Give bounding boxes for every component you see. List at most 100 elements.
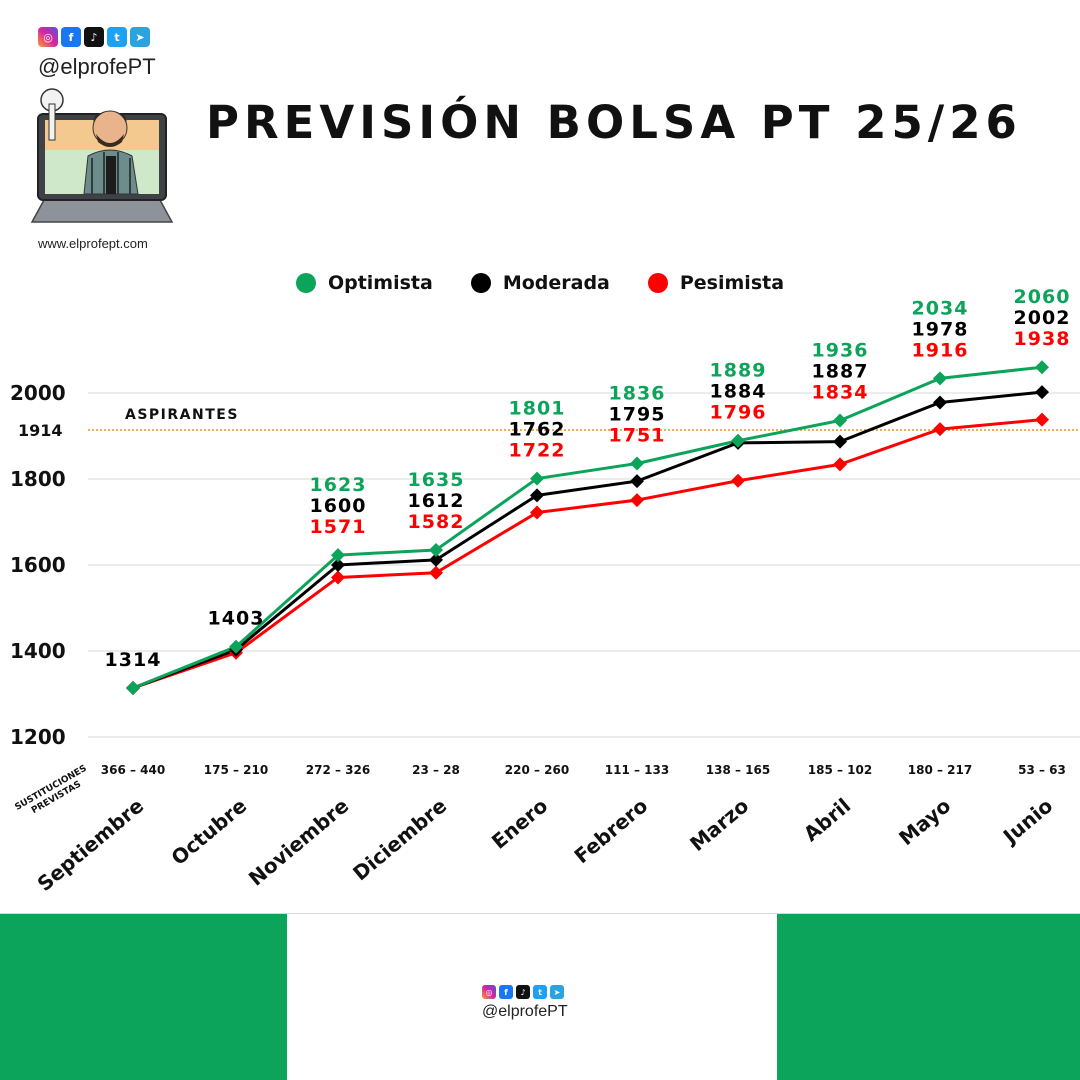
data-point-optimista <box>530 471 544 486</box>
data-label-red: 1796 <box>710 402 767 424</box>
data-label-green: 1836 <box>609 383 666 405</box>
data-point-pesimista <box>331 570 345 585</box>
legend: Optimista Moderada Pesimista <box>0 272 1080 294</box>
series-line-optimista <box>132 365 1043 690</box>
social-icons-top: ◎ f ♪ t ➤ <box>38 27 150 47</box>
data-label-red: 1582 <box>408 511 465 533</box>
y-tick-label: 1400 <box>10 639 66 663</box>
data-label-black: 1887 <box>812 361 869 383</box>
footer-divider <box>0 913 1080 914</box>
data-point-optimista <box>429 542 443 557</box>
telegram-icon: ➤ <box>550 985 564 999</box>
x-tick-label: Enero <box>487 793 552 853</box>
data-label-green: 2060 <box>1014 286 1071 308</box>
data-label-black: 1795 <box>609 404 666 426</box>
page-title: PREVISIÓN BOLSA PT 25/26 <box>206 96 1022 149</box>
data-label-black: 1612 <box>408 490 465 512</box>
data-point-pesimista <box>530 505 544 520</box>
footer-handle: @elprofePT <box>482 1003 568 1020</box>
data-label-green: 1635 <box>408 469 465 491</box>
data-label-black: 1978 <box>912 318 969 340</box>
tiktok-icon: ♪ <box>84 27 104 47</box>
legend-item-optimista: Optimista <box>295 272 433 294</box>
sustituciones-value: 185 – 102 <box>808 763 872 777</box>
data-label-black: 1884 <box>710 381 767 403</box>
x-tick-label: Diciembre <box>348 793 451 885</box>
data-label-black: 1314 <box>105 649 162 671</box>
data-point-optimista <box>933 371 947 386</box>
data-point-pesimista <box>833 457 847 472</box>
reference-label: ASPIRANTES <box>125 407 239 423</box>
data-label-black: 1600 <box>310 495 367 517</box>
legend-label: Moderada <box>502 272 610 294</box>
instagram-icon: ◎ <box>38 27 58 47</box>
series-line-moderada <box>132 390 1043 690</box>
sustituciones-value: 180 – 217 <box>908 763 972 777</box>
x-tick-label: Junio <box>997 793 1057 849</box>
sustituciones-value: 272 – 326 <box>306 763 370 777</box>
brand-handle: @elprofePT <box>38 54 156 79</box>
legend-item-moderada: Moderada <box>470 272 610 294</box>
tiktok-icon: ♪ <box>516 985 530 999</box>
data-point-optimista <box>731 433 745 448</box>
data-label-red: 1938 <box>1014 328 1071 350</box>
telegram-icon: ➤ <box>130 27 150 47</box>
legend-item-pesimista: Pesimista <box>647 272 784 294</box>
data-label-red: 1916 <box>912 339 969 361</box>
data-point-moderada <box>530 488 544 503</box>
instagram-icon: ◎ <box>482 985 496 999</box>
legend-dot-icon <box>470 273 491 293</box>
twitter-icon: t <box>107 27 127 47</box>
data-point-optimista <box>126 680 140 695</box>
data-label-red: 1834 <box>812 382 869 404</box>
legend-label: Optimista <box>327 272 433 294</box>
sustituciones-value: 220 – 260 <box>505 763 569 777</box>
data-point-moderada <box>833 434 847 449</box>
data-label-black: 1403 <box>208 608 265 630</box>
brand-website: www.elprofept.com <box>38 236 148 251</box>
data-point-optimista <box>331 548 345 563</box>
x-tick-label: Octubre <box>167 793 252 869</box>
data-point-optimista <box>1035 360 1049 375</box>
data-point-pesimista <box>1035 412 1049 427</box>
sustituciones-value: 111 – 133 <box>605 763 669 777</box>
sustituciones-value: 175 – 210 <box>204 763 268 777</box>
data-point-optimista <box>833 413 847 428</box>
data-point-pesimista <box>933 422 947 437</box>
data-label-green: 1936 <box>812 340 869 362</box>
y-tick-label: 1800 <box>10 467 66 491</box>
data-label-green: 1623 <box>310 474 367 496</box>
data-point-optimista <box>229 639 243 654</box>
data-label-green: 2034 <box>912 297 969 319</box>
data-point-moderada <box>331 558 345 572</box>
data-point-moderada <box>933 395 947 410</box>
sustituciones-value: 23 – 28 <box>412 763 460 777</box>
data-label-red: 1571 <box>310 516 367 538</box>
facebook-icon: f <box>499 985 513 999</box>
data-point-moderada <box>429 552 443 567</box>
x-tick-label: Noviembre <box>244 793 353 890</box>
footer-green-left <box>0 914 287 1080</box>
data-point-moderada <box>1035 385 1049 400</box>
x-tick-label: Marzo <box>685 793 753 856</box>
facebook-icon: f <box>61 27 81 47</box>
data-label-green: 1801 <box>509 398 566 420</box>
data-point-pesimista <box>731 473 745 488</box>
data-point-pesimista <box>429 565 443 580</box>
line-chart: 1200 1400 1600 1800 2000 1914 ASPIRANTES 1314 14… <box>10 286 1080 896</box>
legend-dot-icon <box>295 273 316 293</box>
x-tick-label: Abril <box>799 793 855 846</box>
data-point-optimista <box>630 456 644 471</box>
x-tick-label: Febrero <box>570 793 653 868</box>
reference-tick-label: 1914 <box>18 421 63 440</box>
sustituciones-value: 53 – 63 <box>1018 763 1066 777</box>
data-point-moderada <box>630 474 644 489</box>
legend-dot-icon <box>647 273 668 293</box>
x-tick-label: Septiembre <box>33 793 149 895</box>
footer-green-right <box>777 914 1080 1080</box>
data-label-green: 1889 <box>710 360 767 382</box>
data-label-black: 1762 <box>509 419 566 441</box>
social-icons-footer: ◎ f ♪ t ➤ <box>482 985 564 999</box>
y-tick-label: 2000 <box>10 381 66 405</box>
